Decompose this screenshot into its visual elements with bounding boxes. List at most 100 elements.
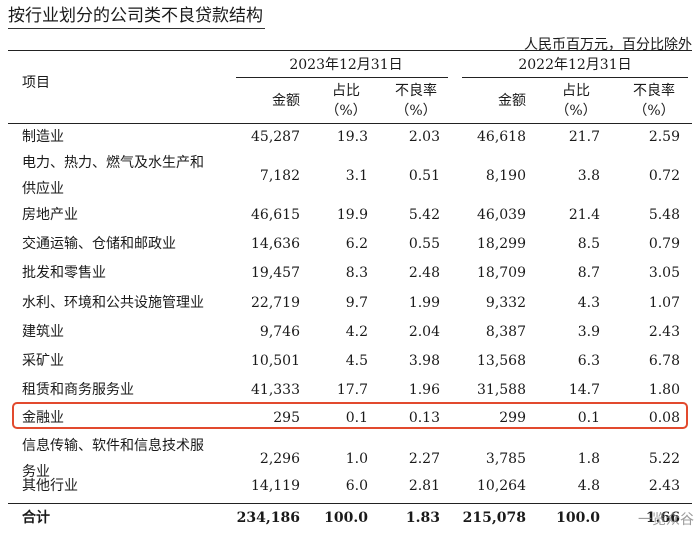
total-label: 合计	[22, 510, 50, 526]
cell-n23: 1.99	[408, 295, 440, 311]
cell-a22: 18,299	[477, 236, 526, 252]
cell-n23: 1.96	[408, 382, 440, 398]
cell-a23: 45,287	[251, 129, 300, 145]
cell-n22: 3.05	[648, 265, 680, 281]
total-share-2022: 100.0	[556, 510, 600, 526]
cell-n23: 2.48	[408, 265, 440, 281]
cell-s23: 8.3	[345, 265, 368, 281]
header-share-unit-2022: （%）	[555, 103, 597, 119]
cell-n23: 2.81	[408, 478, 440, 494]
total-npl-2022: 1.66	[645, 510, 680, 526]
row-label: 批发和零售业	[22, 265, 106, 281]
cell-a23: 22,719	[251, 295, 300, 311]
cell-s23: 6.2	[345, 236, 368, 252]
row-label: 供应业	[22, 181, 64, 197]
cell-n22: 6.78	[648, 353, 680, 369]
total-amount-2022: 215,078	[462, 510, 526, 526]
row-label: 租赁和商务服务业	[22, 382, 134, 398]
cell-a22: 18,709	[477, 265, 526, 281]
cell-a23: 46,615	[251, 207, 300, 223]
cell-n22: 0.08	[648, 410, 680, 426]
cell-n23: 0.55	[408, 236, 440, 252]
cell-s23: 19.9	[336, 207, 368, 223]
period-2023-underline	[236, 77, 448, 78]
cell-s23: 0.1	[345, 410, 368, 426]
row-label: 建筑业	[22, 324, 64, 340]
header-amount-2023: 金额	[272, 93, 300, 109]
cell-s22: 21.7	[568, 129, 600, 145]
cell-s22: 3.9	[577, 324, 600, 340]
cell-s23: 17.7	[336, 382, 368, 398]
total-top-rule	[8, 503, 692, 504]
cell-s22: 8.5	[577, 236, 600, 252]
cell-a23: 14,119	[251, 478, 300, 494]
header-item: 项目	[22, 75, 50, 91]
cell-a23: 295	[273, 410, 300, 426]
cell-a23: 41,333	[251, 382, 300, 398]
header-period-2023: 2023年12月31日	[289, 57, 403, 73]
highlight-box-financial	[12, 402, 688, 429]
cell-s22: 4.3	[577, 295, 600, 311]
cell-a22: 31,588	[477, 382, 526, 398]
cell-a23: 19,457	[251, 265, 300, 281]
cell-s23: 1.0	[345, 451, 368, 467]
cell-n22: 5.22	[648, 451, 680, 467]
cell-s23: 4.2	[345, 324, 368, 340]
cell-s22: 8.7	[577, 265, 600, 281]
cell-n22: 2.43	[648, 478, 680, 494]
row-label: 房地产业	[22, 207, 78, 223]
row-label: 制造业	[22, 129, 64, 145]
cell-a23: 10,501	[251, 353, 300, 369]
cell-a22: 299	[499, 410, 526, 426]
cell-s22: 14.7	[568, 382, 600, 398]
row-label: 电力、热力、燃气及水生产和	[22, 155, 204, 171]
cell-a22: 10,264	[477, 478, 526, 494]
cell-a22: 9,332	[485, 295, 526, 311]
cell-a23: 9,746	[259, 324, 300, 340]
cell-n22: 1.80	[648, 382, 680, 398]
cell-n22: 0.72	[648, 168, 680, 184]
cell-a22: 8,387	[485, 324, 526, 340]
cell-s23: 9.7	[345, 295, 368, 311]
table-title: 按行业划分的公司类不良贷款结构	[8, 4, 265, 29]
header-period-2022: 2022年12月31日	[518, 57, 632, 73]
cell-a22: 8,190	[485, 168, 526, 184]
cell-a22: 13,568	[477, 353, 526, 369]
cell-s22: 0.1	[577, 410, 600, 426]
cell-s23: 6.0	[345, 478, 368, 494]
cell-n23: 2.03	[408, 129, 440, 145]
cell-a23: 2,296	[259, 451, 300, 467]
unit-note: 人民币百万元，百分比除外	[524, 37, 692, 53]
cell-n23: 5.42	[408, 207, 440, 223]
row-label: 采矿业	[22, 353, 64, 369]
cell-s23: 4.5	[345, 353, 368, 369]
header-share-unit-2023: （%）	[325, 103, 367, 119]
total-amount-2023: 234,186	[236, 510, 300, 526]
header-share-2023: 占比	[332, 83, 360, 99]
cell-n23: 0.51	[408, 168, 440, 184]
cell-n22: 0.79	[648, 236, 680, 252]
cell-n23: 2.27	[408, 451, 440, 467]
row-label: 其他行业	[22, 478, 78, 494]
header-bottom-rule	[8, 123, 692, 124]
cell-n23: 2.04	[408, 324, 440, 340]
total-npl-2023: 1.83	[405, 510, 440, 526]
cell-s22: 3.8	[577, 168, 600, 184]
cell-s22: 1.8	[577, 451, 600, 467]
header-share-2022: 占比	[562, 83, 590, 99]
header-npl-2023: 不良率	[395, 83, 437, 99]
period-2022-underline	[462, 77, 688, 78]
row-label: 交通运输、仓储和邮政业	[22, 236, 176, 252]
cell-s22: 6.3	[577, 353, 600, 369]
header-npl-2022: 不良率	[633, 83, 675, 99]
cell-n22: 5.48	[648, 207, 680, 223]
row-label: 务业	[22, 464, 50, 480]
cell-n23: 3.98	[408, 353, 440, 369]
cell-a23: 7,182	[259, 168, 300, 184]
total-share-2023: 100.0	[324, 510, 368, 526]
row-label: 金融业	[22, 410, 64, 426]
header-amount-2022: 金额	[498, 93, 526, 109]
row-label: 水利、环境和公共设施管理业	[22, 295, 204, 311]
cell-s23: 19.3	[336, 129, 368, 145]
cell-a22: 46,039	[477, 207, 526, 223]
